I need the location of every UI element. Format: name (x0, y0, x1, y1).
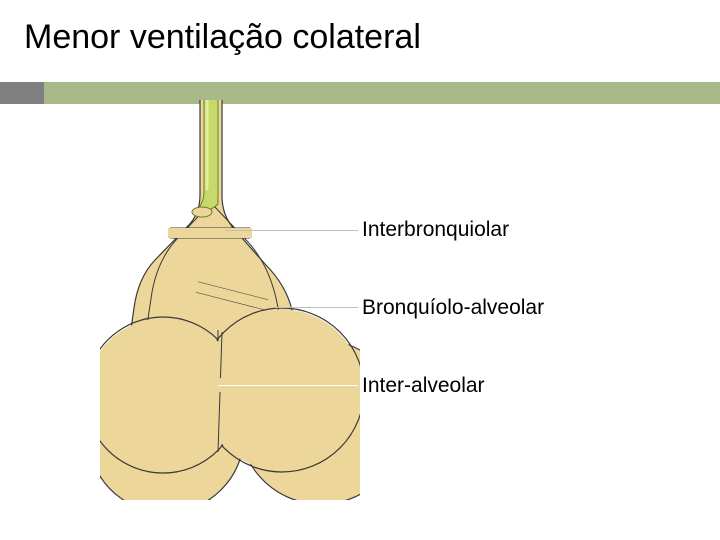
label-interbronchiolar: Interbronquiolar (362, 218, 509, 242)
arrow-bronchiolo-alveolar (275, 307, 358, 308)
alveoli-diagram (100, 100, 360, 500)
bronchiole-lumen-opening (192, 207, 212, 217)
header-bar-accent (0, 82, 44, 104)
right-alveolus-fill (202, 310, 361, 471)
arrow-interbronchiolar (225, 230, 358, 231)
arrow-inter-alveolar (218, 385, 358, 386)
slide-title: Menor ventilação colateral (24, 18, 421, 57)
label-inter-alveolar: Inter-alveolar (362, 374, 485, 398)
label-bronchiolo-alveolar: Bronquíolo-alveolar (362, 296, 544, 320)
